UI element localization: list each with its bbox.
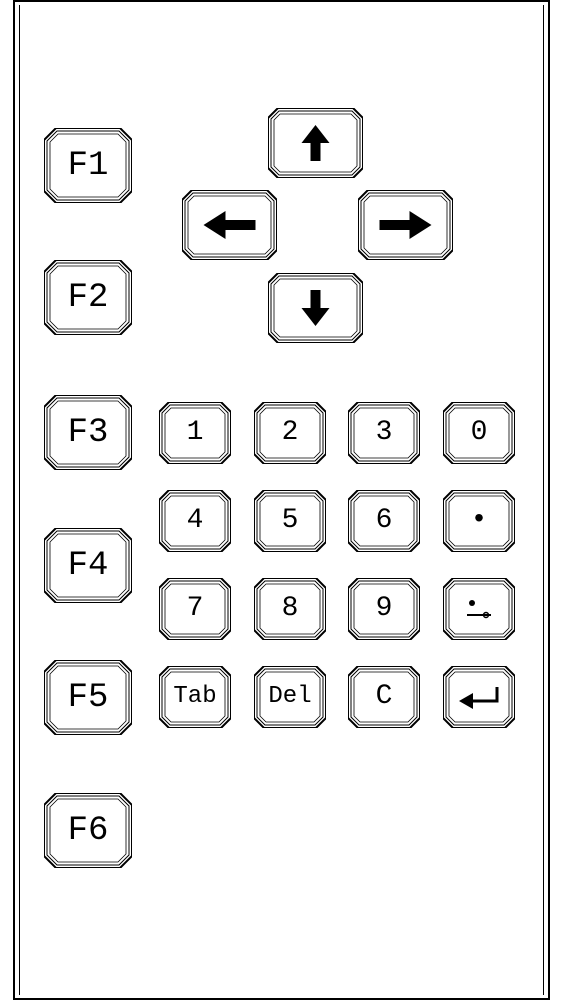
up-arrow-icon [268,108,363,178]
up-arrow-key[interactable] [268,108,363,178]
numpad-key-2[interactable]: 2 [254,402,326,464]
key-label: 6 [376,507,393,535]
function-key-f1[interactable]: F1 [44,128,132,203]
key-label: 0 [471,419,488,447]
key-label: F4 [68,549,109,583]
down-arrow-icon [268,273,363,343]
key-label: 8 [282,595,299,623]
function-key-f4[interactable]: F4 [44,528,132,603]
key-label: 4 [187,507,204,535]
numpad-key-c[interactable]: C [348,666,420,728]
numpad-key-9[interactable]: 9 [348,578,420,640]
symbol-icon [443,578,515,640]
left-arrow-key[interactable] [182,190,277,260]
key-label: 3 [376,419,393,447]
left-arrow-icon [182,190,277,260]
key-label: 9 [376,595,393,623]
function-key-f6[interactable]: F6 [44,793,132,868]
enter-icon [443,666,515,728]
key-label: F6 [68,814,109,848]
key-label: • [471,507,488,535]
key-label: F5 [68,681,109,715]
numpad-key-5[interactable]: 5 [254,490,326,552]
numpad-key-6[interactable]: 6 [348,490,420,552]
key-label: Del [268,685,311,709]
numpad-key-0[interactable]: 0 [443,402,515,464]
function-key-f2[interactable]: F2 [44,260,132,335]
down-arrow-key[interactable] [268,273,363,343]
key-label: 2 [282,419,299,447]
numpad-key-4[interactable]: 4 [159,490,231,552]
symbol-key[interactable] [443,578,515,640]
function-key-f3[interactable]: F3 [44,395,132,470]
function-key-f5[interactable]: F5 [44,660,132,735]
key-label: 5 [282,507,299,535]
key-label: Tab [173,685,216,709]
numpad-key-1[interactable]: 1 [159,402,231,464]
numpad-key-3[interactable]: 3 [348,402,420,464]
key-label: C [376,683,393,711]
right-arrow-icon [358,190,453,260]
numpad-key-7[interactable]: 7 [159,578,231,640]
numpad-key-del[interactable]: Del [254,666,326,728]
key-label: F2 [68,281,109,315]
enter-key[interactable] [443,666,515,728]
key-label: F3 [68,416,109,450]
numpad-key-8[interactable]: 8 [254,578,326,640]
dot-key[interactable]: • [443,490,515,552]
key-label: 7 [187,595,204,623]
key-label: 1 [187,419,204,447]
key-label: F1 [68,149,109,183]
numpad-key-tab[interactable]: Tab [159,666,231,728]
right-arrow-key[interactable] [358,190,453,260]
